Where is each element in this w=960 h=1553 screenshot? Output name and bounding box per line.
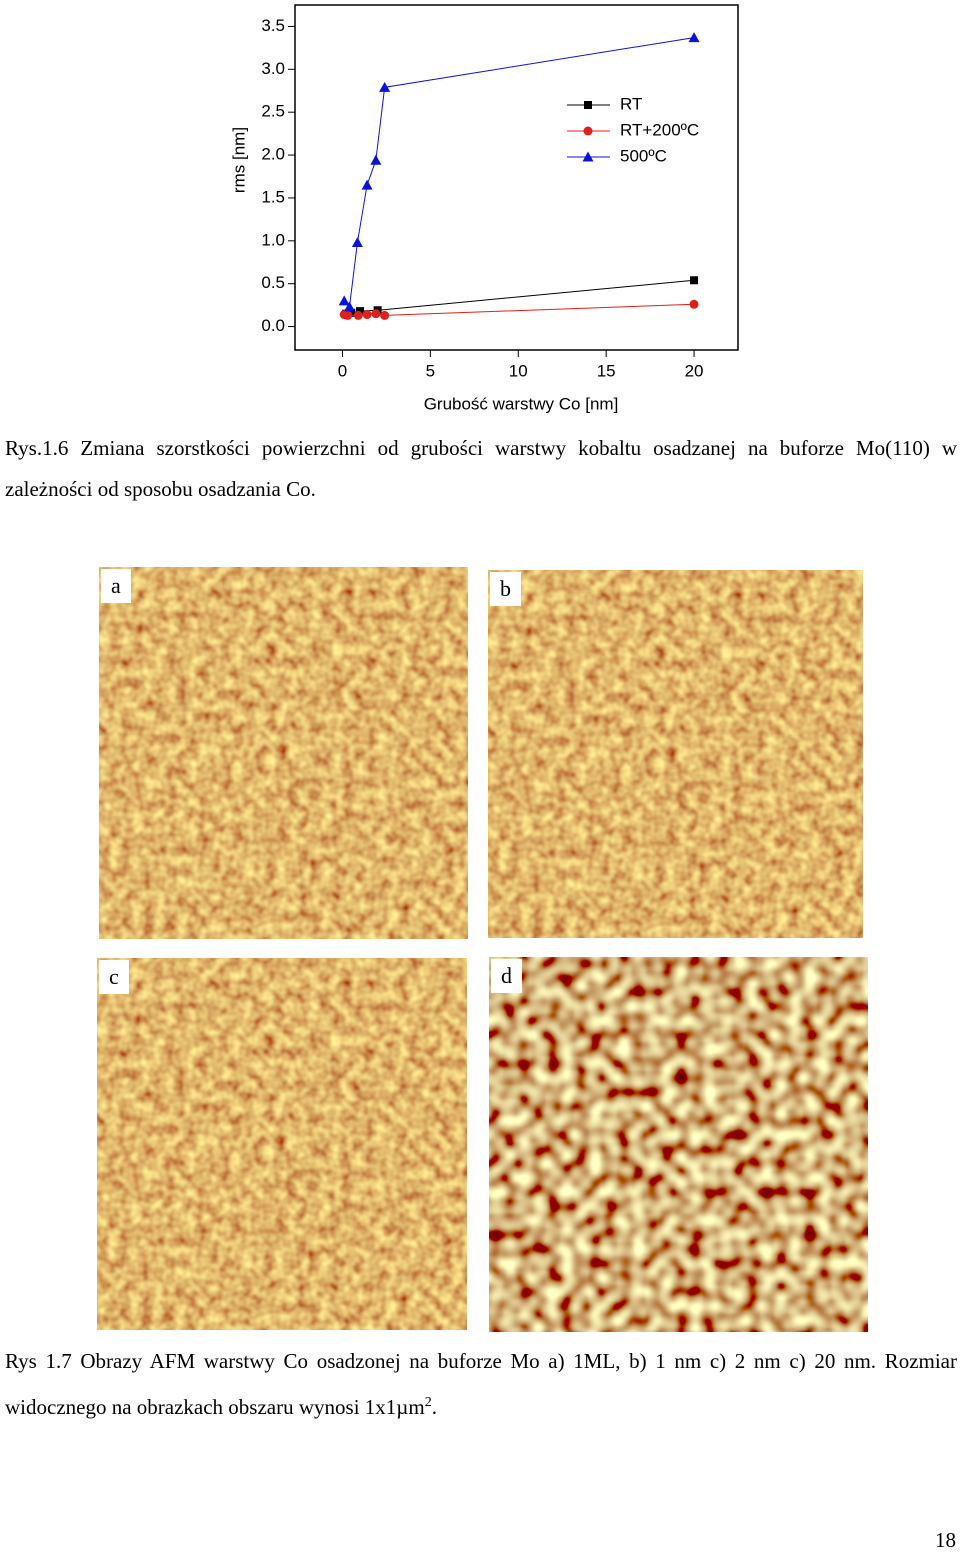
marker <box>356 307 365 316</box>
y-tick-label: 0.5 <box>261 273 285 292</box>
x-tick-label: 20 <box>685 361 704 380</box>
marker <box>583 126 593 136</box>
image-label: c <box>99 960 129 994</box>
afm-texture <box>97 958 467 1330</box>
y-tick-label: 1.0 <box>261 230 285 249</box>
series-line <box>343 37 695 309</box>
y-tick-label: 0.0 <box>261 316 285 335</box>
x-tick-label: 10 <box>509 361 528 380</box>
legend-label: 500ºC <box>620 146 667 165</box>
afm-image: a <box>99 567 468 939</box>
legend-label: RT+200ºC <box>620 120 699 139</box>
y-tick-label: 3.5 <box>261 16 285 35</box>
caption-end: . <box>431 1395 437 1419</box>
marker <box>689 299 699 309</box>
afm-image: d <box>489 957 868 1332</box>
y-tick-label: 3.0 <box>261 59 285 78</box>
series-line <box>345 279 695 315</box>
marker <box>688 32 700 43</box>
y-tick-label: 1.5 <box>261 187 285 206</box>
caption: Rys.1.6 Zmiana szorstkości powierzchni o… <box>5 436 957 501</box>
x-tick-label: 0 <box>338 361 347 380</box>
marker <box>343 301 355 312</box>
x-axis-label: Grubość warstwy Co [nm] <box>424 394 619 413</box>
afm-texture <box>488 570 863 938</box>
afm-image: c <box>97 958 467 1330</box>
image-label: d <box>491 959 522 993</box>
marker <box>343 310 353 320</box>
series-line <box>344 303 695 316</box>
marker <box>379 81 391 92</box>
legend-label: RT <box>620 94 642 113</box>
image-label: b <box>490 572 521 606</box>
marker <box>338 295 350 306</box>
y-axis-label: rms [nm] <box>229 127 248 193</box>
marker <box>371 309 381 319</box>
marker <box>361 179 373 190</box>
plot-frame <box>294 4 739 351</box>
marker <box>362 310 372 320</box>
image-label: a <box>101 569 131 603</box>
marker <box>351 237 363 248</box>
marker <box>690 276 699 285</box>
marker <box>584 101 592 109</box>
page-number: 18 <box>935 1528 956 1552</box>
marker <box>353 310 363 320</box>
caption: Rys 1.7 Obrazy AFM warstwy Co osadzonej … <box>5 1341 957 1428</box>
chart: rms [nm] Grubość warstwy Co [nm] 0.0 0.5 1… <box>229 4 739 413</box>
caption-text: Rys 1.7 Obrazy AFM warstwy Co osadzonej … <box>5 1349 957 1419</box>
x-tick-label: 5 <box>426 361 435 380</box>
marker <box>380 310 390 320</box>
afm-image: b <box>488 570 863 938</box>
y-tick-label: 2.5 <box>261 102 285 121</box>
afm-texture <box>99 567 468 939</box>
marker <box>370 154 382 165</box>
y-tick-label: 2.0 <box>261 145 285 164</box>
afm-texture <box>489 957 868 1332</box>
superscript: 2 <box>424 1395 432 1410</box>
x-tick-label: 15 <box>597 361 616 380</box>
marker <box>582 151 594 162</box>
